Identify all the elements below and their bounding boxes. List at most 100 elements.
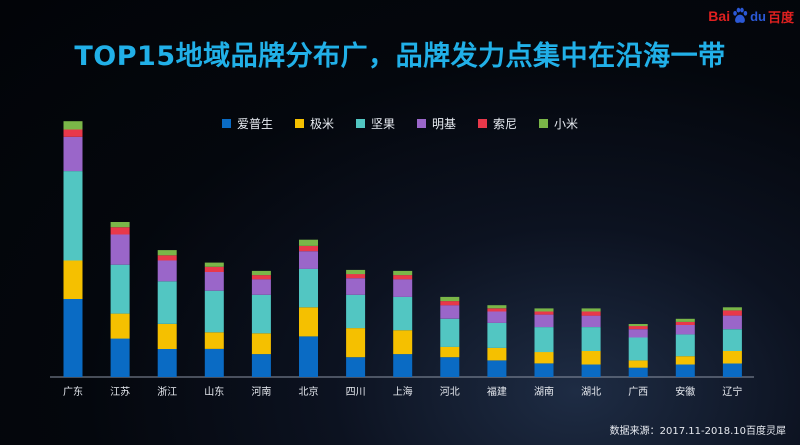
bar-segment <box>722 310 742 316</box>
bar-segment <box>534 308 554 312</box>
bar-segment <box>346 294 366 329</box>
bar-segment <box>346 274 366 279</box>
x-tick-label: 四川 <box>346 387 366 398</box>
bar-segment <box>157 260 177 282</box>
bar-segment <box>110 338 130 377</box>
bar-segment <box>251 275 271 280</box>
logo-text-bai: Bai <box>708 8 731 24</box>
legend-label: 小米 <box>554 117 579 131</box>
x-tick-label: 湖南 <box>534 385 554 398</box>
bar-segment <box>722 329 742 351</box>
bar-segment <box>675 364 695 377</box>
legend-item: 明基 <box>417 115 456 132</box>
bar-segment <box>204 290 224 333</box>
bar-segment <box>628 329 648 338</box>
bar-segment <box>110 222 130 228</box>
bar-segment <box>157 348 177 377</box>
bar-segment <box>204 272 224 291</box>
bar-segment <box>251 294 271 334</box>
bar-segment <box>63 136 83 172</box>
bar-segment <box>675 334 695 357</box>
logo-text-du: du <box>750 8 766 24</box>
legend-item: 极米 <box>294 115 334 132</box>
chart-legend: 爱普生 极米 坚果 明基 索尼 小米 <box>0 115 800 132</box>
logo-text-cn: 百度 <box>767 10 794 26</box>
x-tick-label: 河南 <box>251 385 271 398</box>
bar-segment <box>628 367 648 377</box>
bar-segment <box>346 357 366 377</box>
legend-item: 爱普生 <box>221 115 273 132</box>
x-tick-label: 浙江 <box>157 386 177 398</box>
x-tick-label: 江苏 <box>110 385 130 398</box>
x-tick-label: 辽宁 <box>722 385 742 398</box>
bar-segment <box>251 354 271 377</box>
bar-segment <box>675 321 695 325</box>
bar-segment <box>487 308 507 312</box>
x-tick-label: 广西 <box>628 386 648 398</box>
bar-segment <box>251 270 271 276</box>
bar-segment <box>63 299 83 377</box>
bar-segment <box>675 325 695 335</box>
bar-segment <box>440 318 460 347</box>
bar-segment <box>346 328 366 358</box>
bar-segment <box>675 318 695 322</box>
bar-segment <box>110 313 130 339</box>
x-tick-label: 山东 <box>204 385 224 398</box>
bar-segment <box>581 327 601 351</box>
bar-segment <box>63 260 83 299</box>
bar-segment <box>299 307 318 337</box>
bar-segment <box>628 337 648 361</box>
bar-segment <box>63 171 83 261</box>
x-tick-label: 安徽 <box>675 385 695 398</box>
bar-segment <box>346 278 366 295</box>
legend-swatch <box>539 119 549 128</box>
bar-segment <box>534 327 554 353</box>
legend-item: 坚果 <box>355 115 395 132</box>
bar-segment <box>204 262 224 267</box>
bar-segment <box>393 279 413 297</box>
bar-segment <box>581 315 601 327</box>
legend-label: 明基 <box>432 117 457 131</box>
bar-segment <box>110 264 130 314</box>
bar-segment <box>204 266 224 272</box>
bar-segment <box>63 129 83 137</box>
bar-segment <box>487 360 507 377</box>
bar-segment <box>204 332 224 349</box>
bar-segment <box>204 348 224 377</box>
bar-segment <box>393 270 413 276</box>
bar-segment <box>534 363 554 377</box>
legend-swatch <box>355 119 365 128</box>
legend-item: 小米 <box>539 115 578 132</box>
bar-segment <box>487 311 507 323</box>
bar-segment <box>581 351 601 365</box>
bar-segment <box>440 346 460 358</box>
legend-swatch <box>221 119 231 128</box>
legend-label: 索尼 <box>493 117 518 131</box>
bar-segment <box>440 301 460 306</box>
x-tick-label: 湖北 <box>581 386 601 398</box>
bar-segment <box>722 363 742 377</box>
bar-segment <box>628 326 648 330</box>
bar-segment <box>299 239 318 246</box>
bar-segment <box>157 281 177 324</box>
bar-segment <box>534 311 554 315</box>
legend-item: 索尼 <box>478 115 517 132</box>
x-tick-label: 广东 <box>63 385 83 398</box>
bar-segment <box>110 234 130 265</box>
baidu-logo: Bai du 百度 <box>708 4 794 28</box>
bar-segment <box>393 296 413 331</box>
bar-segment <box>440 296 460 302</box>
bar-segment <box>722 315 742 330</box>
bar-segment <box>581 311 601 316</box>
bar-segment <box>157 324 177 349</box>
x-tick-label: 上海 <box>393 385 413 398</box>
bar-segment <box>346 269 366 275</box>
paw-icon <box>733 7 748 23</box>
bar-segment <box>440 357 460 377</box>
bar-segment <box>299 246 318 252</box>
bar-segment <box>440 305 460 319</box>
bar-segment <box>534 352 554 364</box>
bar-segment <box>487 305 507 309</box>
bar-segment <box>581 364 601 377</box>
